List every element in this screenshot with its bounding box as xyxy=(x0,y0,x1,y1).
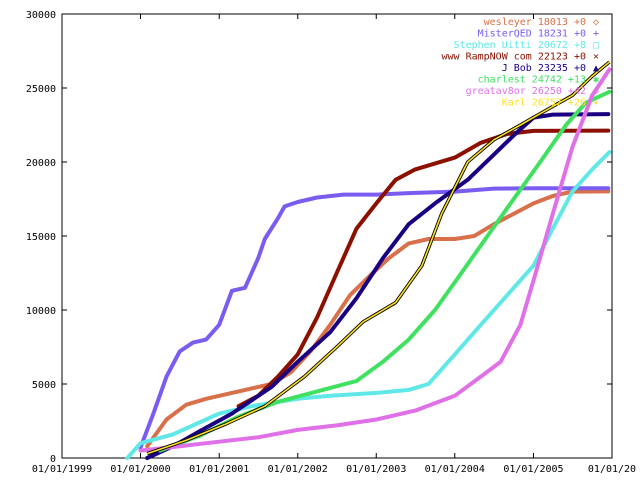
legend-marker: ◇ xyxy=(593,17,599,28)
legend-marker: ▲ xyxy=(593,63,599,74)
y-tick-label: 10000 xyxy=(26,306,56,317)
y-tick-label: 25000 xyxy=(26,84,56,95)
series-line xyxy=(146,61,610,455)
x-tick-label: 01/01/2003 xyxy=(346,464,406,475)
series-line xyxy=(138,186,611,450)
legend-entry-label: charlest 24742 +13 xyxy=(478,75,586,86)
legend-entry-label: wesleyer 18013 +0 xyxy=(484,17,586,28)
series-line xyxy=(145,112,611,460)
x-tick-label: 01/01/2005 xyxy=(503,464,563,475)
y-tick-label: 15000 xyxy=(26,232,56,243)
x-tick-label: 01/01/20 xyxy=(588,464,636,475)
legend-marker: ✱ xyxy=(593,75,599,86)
y-tick-label: 30000 xyxy=(26,10,56,21)
legend-entry-label: MisterQED 18231 +0 xyxy=(478,29,586,40)
x-tick-label: 01/01/2004 xyxy=(425,464,485,475)
legend-entry-label: greatav8or 26250 +42 xyxy=(466,86,586,97)
series-lines xyxy=(125,60,612,460)
series-line xyxy=(125,150,612,460)
legend-marker: ✦ xyxy=(593,98,599,109)
legend-marker: × xyxy=(593,52,599,63)
series-line xyxy=(138,67,612,453)
x-axis: 01/01/1999 01/01/2000 01/01/2001 01/01/2002… xyxy=(32,14,636,475)
legend-entry-label: Karl 26757 +26 xyxy=(502,98,586,109)
y-tick-label: 20000 xyxy=(26,158,56,169)
legend-entry-label: J Bob 23235 +0 xyxy=(502,63,586,74)
legend-entry-label: www RampNOW com 22123 +0 xyxy=(442,52,587,63)
y-tick-label: 5000 xyxy=(32,380,56,391)
legend-marker: + xyxy=(593,29,599,40)
legend-marker: □ xyxy=(593,40,599,51)
legend: wesleyer 18013 +0 ◇ MisterQED 18231 +0 + Ste… xyxy=(442,17,600,109)
x-tick-label: 01/01/2000 xyxy=(110,464,170,475)
plot-area xyxy=(61,13,613,459)
x-tick-label: 01/01/2002 xyxy=(268,464,328,475)
x-tick-label: 01/01/1999 xyxy=(32,464,92,475)
x-tick-label: 01/01/2001 xyxy=(189,464,249,475)
y-tick-label: 0 xyxy=(50,454,56,465)
legend-entry-label: Stephen Uitti 20672 +8 xyxy=(454,40,586,51)
legend-marker: ◇ xyxy=(593,86,599,97)
y-axis: 0 5000 10000 15000 20000 25000 30000 xyxy=(26,10,612,465)
